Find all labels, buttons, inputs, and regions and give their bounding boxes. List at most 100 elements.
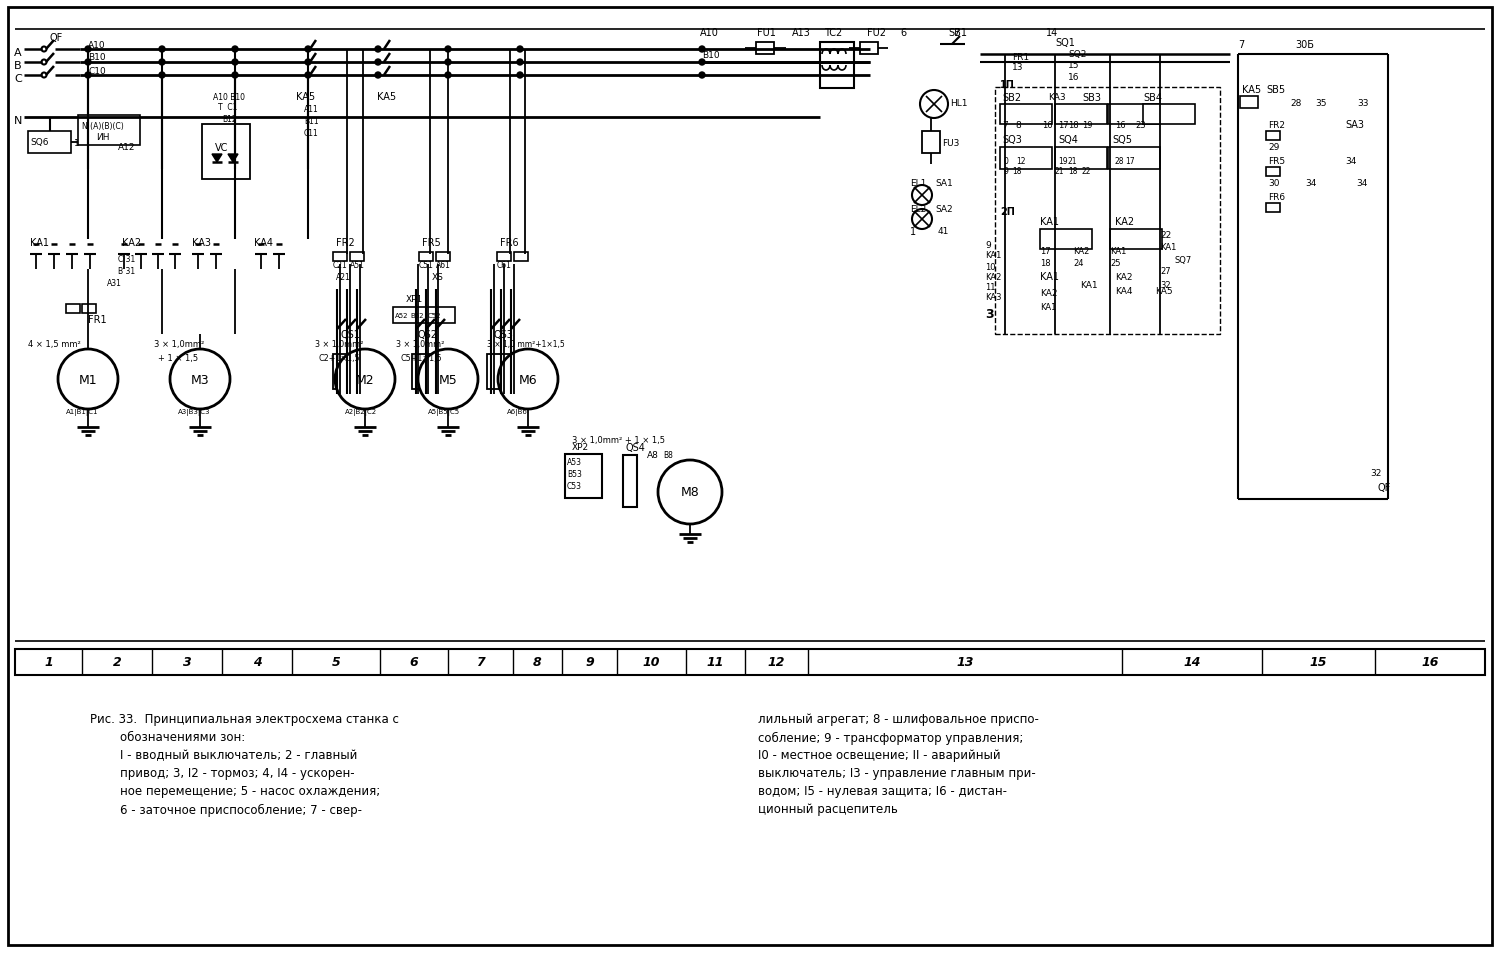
Text: B52: B52 — [410, 313, 423, 318]
Text: A3|B3|C3: A3|B3|C3 — [178, 409, 210, 416]
Text: 2: 2 — [112, 656, 122, 669]
Text: FR5: FR5 — [422, 237, 441, 248]
Text: 3: 3 — [986, 308, 993, 321]
Text: 25: 25 — [1110, 258, 1120, 267]
Text: C61: C61 — [496, 260, 512, 269]
Circle shape — [920, 91, 948, 119]
Text: A10 B10: A10 B10 — [213, 92, 244, 101]
Text: 3 × 1,0mm²: 3 × 1,0mm² — [315, 340, 363, 349]
Text: FR2: FR2 — [1268, 120, 1286, 130]
Text: KA1: KA1 — [1040, 272, 1059, 282]
Text: 17: 17 — [1040, 247, 1050, 256]
Text: M2: M2 — [356, 374, 375, 386]
Bar — [436, 253, 450, 262]
Text: 16: 16 — [1068, 72, 1080, 81]
Text: 0: 0 — [1004, 157, 1010, 167]
Text: C11: C11 — [304, 130, 320, 138]
Text: C2+1×1,5: C2+1×1,5 — [318, 354, 360, 362]
Bar — [1000, 105, 1051, 125]
Text: 21: 21 — [1068, 157, 1077, 167]
Text: 15: 15 — [1068, 61, 1080, 71]
Text: SB2: SB2 — [1002, 92, 1022, 103]
Bar — [413, 355, 444, 390]
Text: T  C1: T C1 — [217, 103, 237, 112]
Text: A10: A10 — [88, 40, 105, 50]
Bar — [350, 253, 364, 262]
Circle shape — [86, 73, 92, 79]
Text: KA5: KA5 — [1242, 85, 1262, 95]
Text: 10: 10 — [642, 656, 660, 669]
Bar — [1110, 230, 1162, 250]
Text: 19: 19 — [1058, 157, 1068, 167]
Text: KA1: KA1 — [1160, 243, 1176, 253]
Text: C10: C10 — [88, 67, 106, 75]
Circle shape — [42, 48, 46, 52]
Circle shape — [159, 73, 165, 79]
Text: KA2: KA2 — [1072, 247, 1089, 256]
Bar — [488, 355, 519, 390]
Bar — [1000, 148, 1051, 170]
Text: EL1: EL1 — [910, 179, 927, 189]
Text: ционный расцепитель: ционный расцепитель — [758, 802, 898, 816]
Text: KA3: KA3 — [192, 237, 211, 248]
Text: 5: 5 — [332, 656, 340, 669]
Text: 34: 34 — [1356, 178, 1368, 188]
Text: 7: 7 — [476, 656, 484, 669]
Text: QS3: QS3 — [494, 330, 513, 339]
Bar — [78, 116, 140, 146]
Text: KA4: KA4 — [1114, 287, 1132, 296]
Text: выключатель; I3 - управление главным при-: выключатель; I3 - управление главным при… — [758, 767, 1035, 780]
Text: привод; 3, I2 - тормоз; 4, I4 - ускорен-: привод; 3, I2 - тормоз; 4, I4 - ускорен- — [90, 767, 354, 780]
Text: ное перемещение; 5 - насос охлаждения;: ное перемещение; 5 - насос охлаждения; — [90, 784, 381, 798]
Text: VC: VC — [216, 143, 228, 152]
Text: KA5: KA5 — [296, 91, 315, 102]
Text: водом; I5 - нулевая защита; I6 - дистан-: водом; I5 - нулевая защита; I6 - дистан- — [758, 784, 1006, 798]
Text: C21: C21 — [333, 260, 348, 269]
Text: KA5: KA5 — [1155, 287, 1173, 296]
Text: SQ3: SQ3 — [1002, 135, 1022, 145]
Text: 24: 24 — [1072, 258, 1083, 267]
Circle shape — [498, 350, 558, 410]
Bar — [1266, 132, 1280, 141]
Circle shape — [170, 350, 230, 410]
Bar — [514, 253, 528, 262]
Circle shape — [518, 60, 524, 66]
Text: KA5: KA5 — [376, 91, 396, 102]
Circle shape — [446, 60, 452, 66]
Text: M5: M5 — [438, 374, 458, 386]
Text: FR2: FR2 — [336, 237, 356, 248]
Bar — [566, 455, 602, 498]
Circle shape — [304, 60, 310, 66]
Bar — [1054, 148, 1107, 170]
Circle shape — [699, 73, 705, 79]
Text: B12: B12 — [222, 114, 237, 123]
Bar — [859, 43, 877, 55]
Text: QS4: QS4 — [626, 442, 646, 453]
Text: A52: A52 — [394, 313, 408, 318]
Text: 22: 22 — [1082, 168, 1092, 176]
Text: A11: A11 — [304, 106, 320, 114]
Text: 18: 18 — [1040, 258, 1050, 267]
Text: 33: 33 — [1358, 98, 1368, 108]
Text: QS1: QS1 — [340, 330, 360, 339]
Text: KA1: KA1 — [1110, 247, 1126, 256]
Text: 8: 8 — [532, 656, 542, 669]
Text: KA2: KA2 — [1040, 288, 1058, 297]
Text: 28: 28 — [1114, 157, 1125, 167]
Text: FU3: FU3 — [942, 138, 960, 148]
Text: 22: 22 — [1160, 231, 1172, 239]
Circle shape — [658, 460, 722, 524]
Text: 41: 41 — [938, 227, 950, 236]
Text: 12: 12 — [768, 656, 784, 669]
Circle shape — [912, 210, 932, 230]
Circle shape — [518, 47, 524, 53]
Text: 18: 18 — [1068, 168, 1077, 176]
Bar — [333, 253, 346, 262]
Bar — [1108, 148, 1160, 170]
Text: 1: 1 — [910, 227, 916, 236]
Circle shape — [159, 60, 165, 66]
Circle shape — [375, 47, 381, 53]
Text: C51: C51 — [419, 260, 434, 269]
Text: 3: 3 — [183, 656, 192, 669]
Text: SQ5: SQ5 — [1112, 135, 1132, 145]
